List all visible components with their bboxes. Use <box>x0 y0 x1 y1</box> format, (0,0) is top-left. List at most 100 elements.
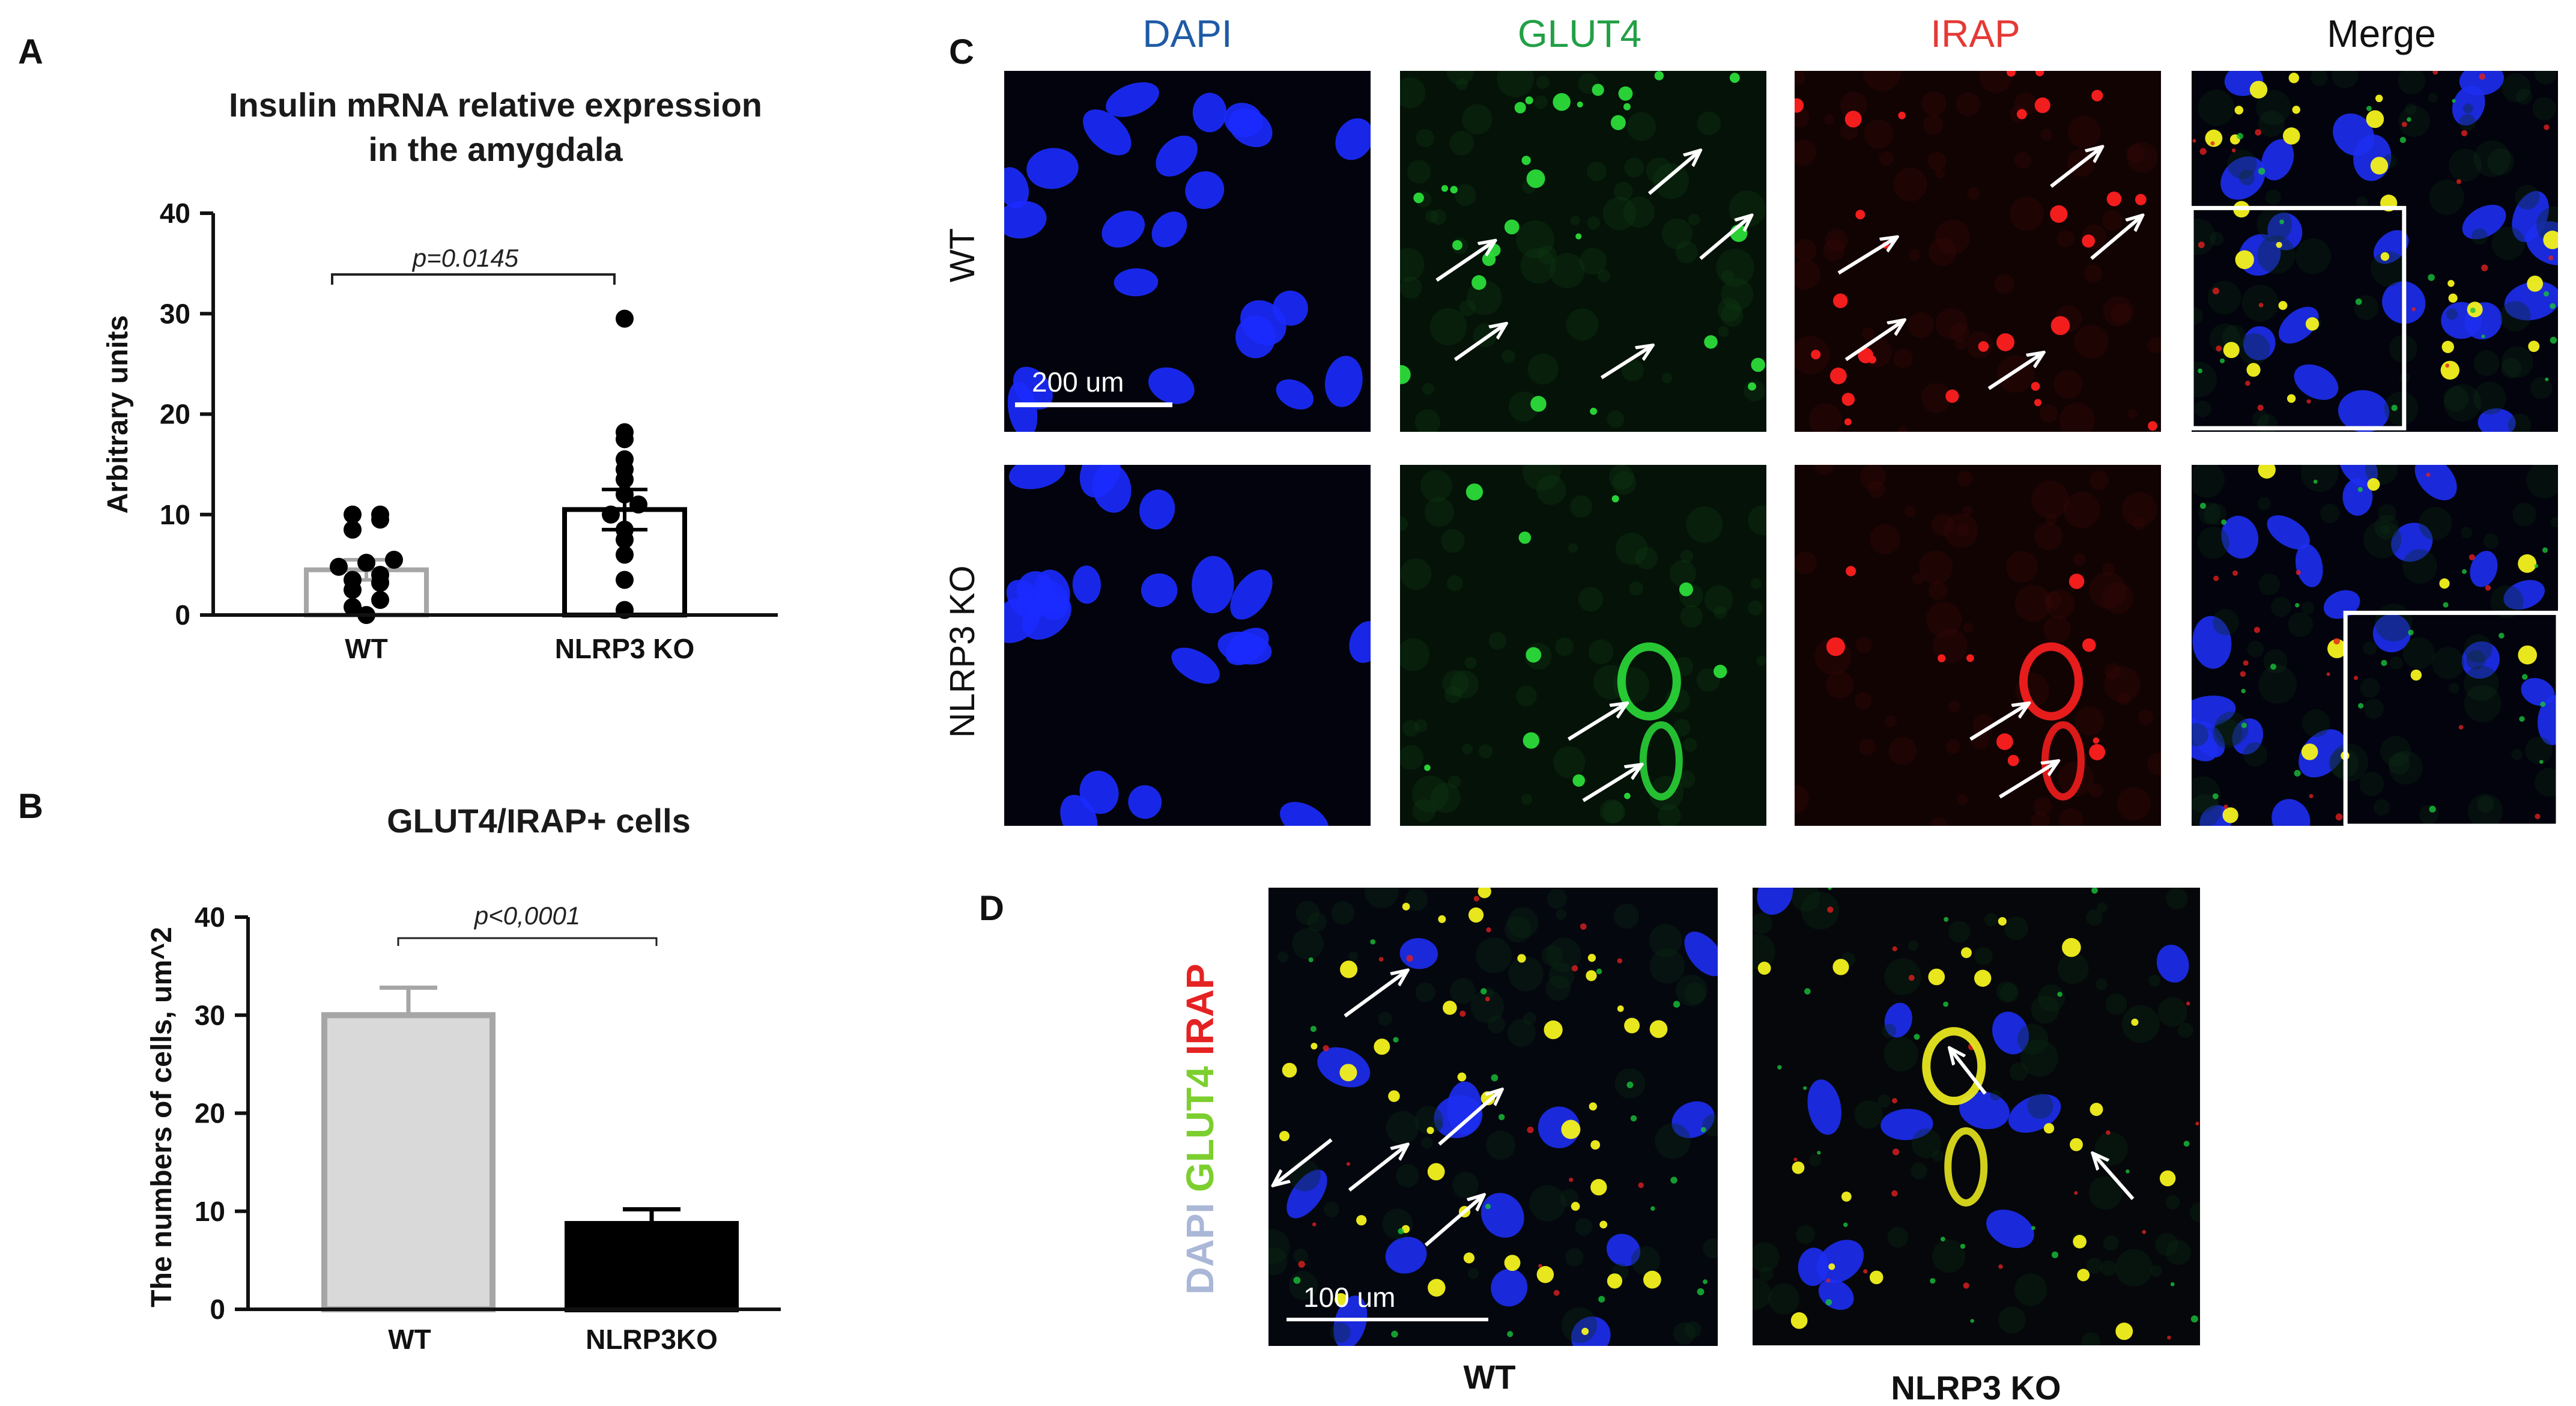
bar-wt <box>321 1012 496 1312</box>
annotation-arrow <box>1435 240 1496 282</box>
panel-letter-b: B <box>18 787 43 826</box>
micrograph-nlrp3-ko-merge <box>2192 465 2558 826</box>
y-tick-label: 20 <box>160 399 190 430</box>
chart-a-title: Insulin mRNA relative expression <box>229 86 762 124</box>
data-point <box>616 571 634 589</box>
data-point <box>616 485 634 504</box>
y-tick-label: 0 <box>175 599 190 631</box>
annotation-arrow <box>1438 1089 1502 1146</box>
annotation-arrow <box>2093 1153 2135 1201</box>
row-label-wt: WT <box>943 228 982 282</box>
chart-a-y-axis-label: Arbitrary units <box>102 315 134 514</box>
data-point <box>330 557 348 576</box>
chart-b-p-value: p<0,0001 <box>473 901 580 930</box>
svg-text:100 um: 100 um <box>1303 1282 1395 1313</box>
y-tick-label: 40 <box>195 901 225 933</box>
panel-d-zoom-micrographs: DAPI GLUT4 IRAP 100 um WT NLRP3 KO <box>1178 888 2200 1406</box>
annotation-arrow <box>1348 1144 1408 1192</box>
chart-a-p-value: p=0.0145 <box>411 244 519 272</box>
annotation-arrow <box>1844 320 1905 362</box>
column-header-glut4: GLUT4 <box>1518 12 1641 55</box>
annotation-arrow <box>1837 237 1897 275</box>
annotation-arrow <box>1582 765 1642 802</box>
annotation-arrow <box>1647 150 1700 195</box>
annotation-arrow <box>1987 353 2044 390</box>
chart-b-y-axis-label: The numbers of cells, um^2 <box>146 927 178 1308</box>
annotation-arrow <box>1969 703 2029 741</box>
zoom-micrograph-wt <box>1268 888 1718 1346</box>
data-point <box>616 309 634 328</box>
y-tick-label: 20 <box>195 1098 225 1129</box>
annotation-arrow <box>1424 1195 1484 1247</box>
data-point <box>616 450 634 468</box>
chart-b-title: GLUT4/IRAP+ cells <box>387 802 691 840</box>
chart-a-x-tick-nlrp3-ko: NLRP3 KO <box>555 633 695 664</box>
row-label-nlrp3-ko: NLRP3 KO <box>943 566 982 738</box>
y-tick-label: 30 <box>195 999 225 1031</box>
y-tick-label: 10 <box>195 1196 225 1227</box>
data-point <box>629 495 647 514</box>
data-point <box>371 590 389 609</box>
micrograph-wt-merge <box>2192 71 2558 432</box>
annotation-arrow <box>1950 1048 1987 1095</box>
annotation-arrow <box>1600 345 1653 380</box>
micrograph-nlrp3-ko-dapi <box>1004 465 1371 826</box>
y-tick-label: 30 <box>160 298 190 329</box>
data-point <box>371 566 389 584</box>
micrograph-wt-glut4 <box>1400 71 1766 432</box>
chart-b-x-tick-nlrp3ko: NLRP3KO <box>586 1324 718 1355</box>
stain-label-glut4: GLUT4 <box>1178 1066 1222 1192</box>
panel-letter-a: A <box>18 32 43 71</box>
annotation-arrow <box>1999 761 2059 799</box>
panel-letter-d: D <box>979 889 1004 928</box>
data-point <box>371 505 389 524</box>
data-point <box>357 554 375 572</box>
micrograph-wt-irap <box>1795 71 2161 432</box>
panel-c-microscopy-grid: DAPI GLUT4 IRAP Merge WT NLRP3 KO 200 um <box>943 12 2558 826</box>
micrograph-nlrp3-ko-glut4 <box>1400 465 1766 826</box>
svg-text:200 um: 200 um <box>1032 366 1124 398</box>
annotation-arrow <box>1344 970 1408 1018</box>
annotation-arrow <box>1273 1138 1333 1186</box>
annotation-arrow <box>1699 215 1751 260</box>
stain-label-irap: IRAP <box>1178 963 1222 1055</box>
chart-a-significance-bracket <box>331 273 616 285</box>
data-point <box>344 598 362 616</box>
chart-b-significance-bracket <box>397 937 658 946</box>
chart-a-y-ticks: 0 10 20 30 40 <box>160 198 213 631</box>
error-bar <box>380 986 437 1016</box>
chart-b-x-tick-wt: WT <box>388 1324 431 1355</box>
annotation-arrow <box>2090 215 2142 260</box>
chart-a-subtitle: in the amygdala <box>368 130 623 168</box>
micrograph-nlrp3-ko-irap <box>1795 465 2161 826</box>
chart-b: GLUT4/IRAP+ cells The numbers of cells, … <box>146 802 781 1355</box>
svg-text:DAPI GLUT4 IRAP: DAPI GLUT4 IRAP <box>1178 963 1222 1294</box>
annotation-arrow <box>1568 703 1628 741</box>
data-point <box>602 505 620 524</box>
data-point <box>616 423 634 441</box>
micrograph-wt-dapi <box>1004 71 1371 432</box>
chart-a-x-tick-wt: WT <box>345 633 388 664</box>
bar-nlrp3-ko <box>565 1220 739 1313</box>
scale-bar-d: 100 um <box>1286 1282 1488 1321</box>
zoom-inset-box <box>2192 205 2407 431</box>
annotation-arrow <box>2050 147 2102 188</box>
y-tick-label: 10 <box>160 499 190 530</box>
data-point <box>344 520 362 539</box>
zoom-tiles <box>1268 888 2200 1346</box>
column-header-irap: IRAP <box>1930 12 2020 55</box>
zoom-label-wt: WT <box>1463 1358 1515 1396</box>
stain-label-dapi: DAPI <box>1178 1203 1222 1295</box>
data-point <box>344 505 362 524</box>
error-bar <box>623 1207 680 1224</box>
annotation-arrow <box>1453 324 1506 362</box>
zoom-inset-box <box>2343 610 2558 826</box>
zoom-micrograph-nlrp3-ko <box>1753 888 2200 1345</box>
chart-b-bars <box>321 986 739 1313</box>
stain-legend: DAPI GLUT4 IRAP <box>1178 963 1222 1294</box>
data-point <box>344 571 362 589</box>
chart-a: Insulin mRNA relative expression in the … <box>102 86 778 664</box>
data-point <box>616 545 634 564</box>
zoom-label-nlrp3-ko: NLRP3 KO <box>1891 1369 2061 1406</box>
